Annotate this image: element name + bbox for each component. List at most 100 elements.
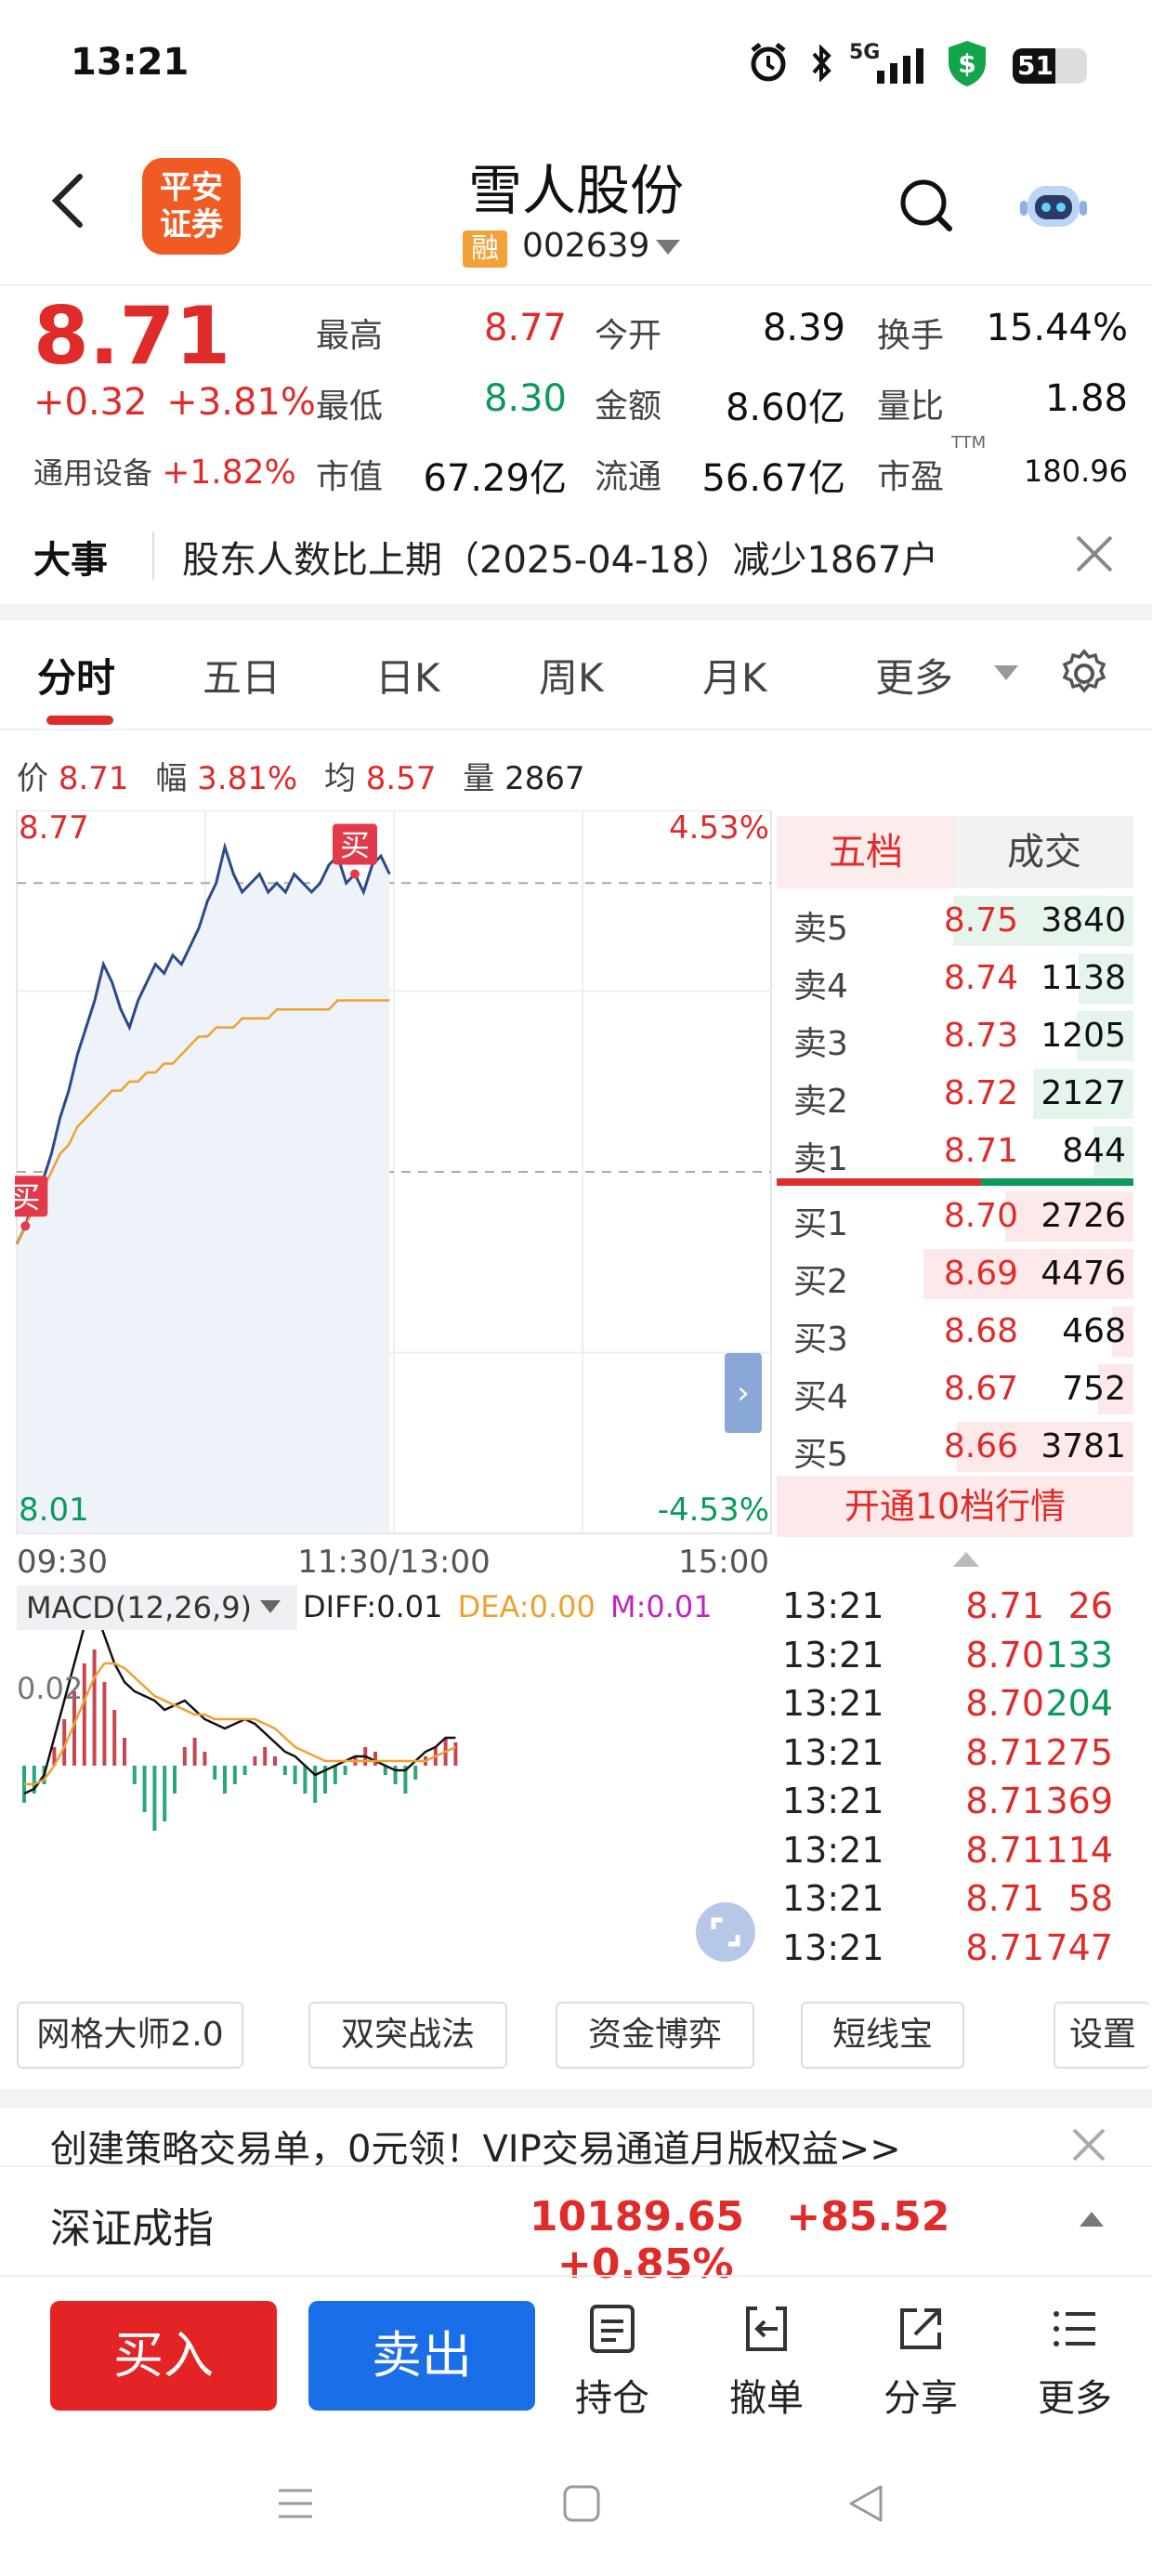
trade-price: 8.71 bbox=[965, 1781, 1044, 1821]
back-icon[interactable] bbox=[48, 173, 85, 229]
buy-signal-marker[interactable] bbox=[333, 823, 377, 865]
code-dropdown-icon[interactable] bbox=[656, 240, 680, 255]
change-value: +0.32 bbox=[33, 381, 148, 424]
promo-banner[interactable]: 创建策略交易单，0元领！VIP交易通道月版权益>> bbox=[50, 2128, 901, 2171]
quote-label: 金额 bbox=[595, 388, 662, 426]
orderbook-level-label: 卖5 bbox=[793, 910, 848, 948]
promo-close-icon[interactable] bbox=[1067, 2123, 1111, 2167]
nav-menu-icon[interactable] bbox=[275, 2483, 316, 2524]
orderbook-row[interactable]: 买1 8.70 2726 bbox=[777, 1188, 1133, 1245]
tab-trades[interactable]: 成交 bbox=[955, 816, 1133, 888]
broker-logo: 平安 证券 bbox=[142, 158, 241, 255]
macd-m: M:0.01 bbox=[610, 1589, 713, 1624]
event-text[interactable]: 股东人数比上期（2025-04-18）减少1867户 bbox=[182, 539, 939, 582]
tab-daily-k[interactable]: 日K bbox=[375, 655, 440, 701]
trade-time: 13:21 bbox=[782, 1585, 884, 1626]
assistant-robot-icon[interactable] bbox=[1020, 177, 1087, 236]
tool-short-line[interactable]: 短线宝 bbox=[801, 2002, 964, 2069]
more-button[interactable]: 更多 bbox=[1024, 2301, 1126, 2422]
cancel-order-button[interactable]: 撤单 bbox=[715, 2301, 818, 2422]
status-bar: 13:21 5G $ 51 bbox=[0, 0, 1152, 130]
macd-bar bbox=[163, 1766, 167, 1821]
macd-bar bbox=[223, 1766, 227, 1794]
trade-price: 8.70 bbox=[965, 1634, 1044, 1676]
orderbook-row[interactable]: 卖4 8.74 1138 bbox=[777, 950, 1133, 1007]
trade-row: 13:21 8.71 114 bbox=[777, 1830, 1133, 1878]
svg-text:$: $ bbox=[958, 48, 975, 79]
macd-values: DIFF:0.01 DEA:0.00 M:0.01 bbox=[303, 1589, 713, 1624]
tab-monthly-k[interactable]: 月K bbox=[702, 655, 767, 701]
orderbook-row[interactable]: 卖3 8.73 1205 bbox=[777, 1007, 1133, 1065]
expand-up-icon[interactable] bbox=[953, 1552, 979, 1567]
trade-row: 13:21 8.71 747 bbox=[777, 1927, 1133, 1976]
index-bar[interactable] bbox=[0, 2165, 1152, 2277]
buy-signal-label: 买 bbox=[15, 1179, 40, 1215]
macd-bar bbox=[393, 1766, 398, 1784]
status-time: 13:21 bbox=[71, 41, 190, 84]
orderbook-row[interactable]: 卖5 8.75 3840 bbox=[777, 892, 1133, 950]
tab-five-levels[interactable]: 五档 bbox=[777, 816, 955, 888]
open-10-level-button[interactable]: 开通10档行情 bbox=[777, 1476, 1133, 1537]
nav-home-icon[interactable] bbox=[561, 2483, 602, 2524]
orderbook-level-label: 买2 bbox=[793, 1263, 848, 1301]
buy-button[interactable]: 买入 bbox=[50, 2301, 277, 2411]
holdings-button[interactable]: 持仓 bbox=[561, 2301, 663, 2422]
stock-code[interactable]: 002639 bbox=[522, 227, 650, 265]
y-axis-max: 8.77 bbox=[19, 810, 89, 847]
sector-info[interactable]: 通用设备 +1.82% bbox=[33, 450, 296, 493]
orderbook-row[interactable]: 买2 8.69 4476 bbox=[777, 1245, 1133, 1303]
fullscreen-icon[interactable] bbox=[695, 1901, 756, 1963]
tab-more-dropdown-icon[interactable] bbox=[994, 665, 1018, 680]
tab-intraday[interactable]: 分时 bbox=[37, 655, 116, 701]
tab-more[interactable]: 更多 bbox=[875, 655, 954, 701]
chevron-right-icon[interactable]: › bbox=[725, 1353, 762, 1433]
cancel-order-label: 撤单 bbox=[729, 2377, 804, 2420]
indicator-selector[interactable]: MACD(12,26,9) bbox=[17, 1585, 297, 1630]
orderbook-price: 8.71 bbox=[943, 1132, 1018, 1170]
pe-ttm-label: TTM bbox=[951, 433, 987, 453]
nav-back-icon[interactable] bbox=[845, 2481, 886, 2526]
macd-dea: DEA:0.00 bbox=[457, 1589, 596, 1624]
orderbook-row[interactable]: 卖2 8.72 2127 bbox=[777, 1065, 1133, 1123]
orderbook-volume: 1205 bbox=[1041, 1017, 1126, 1055]
indicator-dropdown-icon[interactable] bbox=[260, 1600, 281, 1613]
settings-gear-icon[interactable] bbox=[1059, 649, 1109, 699]
macd-bar bbox=[32, 1766, 36, 1794]
orderbook-row[interactable]: 卖1 8.71 844 bbox=[777, 1123, 1133, 1180]
orderbook-level-label: 卖4 bbox=[793, 967, 848, 1005]
close-icon[interactable] bbox=[1070, 530, 1119, 578]
tool-capital-game[interactable]: 资金博弈 bbox=[556, 2002, 754, 2069]
orderbook-row[interactable]: 买4 8.67 752 bbox=[777, 1360, 1133, 1418]
quote-label: 换手 bbox=[877, 317, 945, 355]
quote-value: 180.96 bbox=[1024, 453, 1128, 489]
tool-double-breakout[interactable]: 双突战法 bbox=[308, 2002, 507, 2069]
x-tick: 15:00 bbox=[678, 1544, 769, 1581]
orderbook-volume: 2127 bbox=[1041, 1074, 1126, 1112]
shield-icon: $ bbox=[949, 41, 986, 86]
index-expand-icon[interactable] bbox=[1080, 2212, 1104, 2227]
sell-button[interactable]: 卖出 bbox=[308, 2301, 535, 2411]
search-icon[interactable] bbox=[897, 177, 953, 232]
index-change: +85.52 bbox=[786, 2193, 950, 2241]
trade-row: 13:21 8.71 369 bbox=[777, 1781, 1133, 1829]
info-avg-label: 均 bbox=[323, 760, 356, 797]
header-divider bbox=[0, 284, 1152, 286]
orderbook-level-label: 买5 bbox=[793, 1436, 848, 1474]
tab-weekly-k[interactable]: 周K bbox=[539, 655, 604, 701]
tab-five-day[interactable]: 五日 bbox=[203, 655, 281, 701]
volume-bar bbox=[1112, 1307, 1133, 1357]
trade-time: 13:21 bbox=[782, 1926, 884, 1968]
buy-signal-marker[interactable] bbox=[15, 1176, 48, 1217]
orderbook-row[interactable]: 买5 8.66 3781 bbox=[777, 1418, 1133, 1476]
orderbook-price: 8.67 bbox=[943, 1370, 1018, 1408]
trade-row: 13:21 8.71 275 bbox=[777, 1732, 1133, 1781]
tool-settings[interactable]: 设置 bbox=[1054, 2002, 1150, 2069]
quote-value: 8.60亿 bbox=[725, 387, 845, 429]
tool-grid-master[interactable]: 网格大师2.0 bbox=[17, 2002, 243, 2069]
margin-badge: 融 bbox=[463, 230, 507, 268]
share-button[interactable]: 分享 bbox=[870, 2301, 972, 2422]
event-bar[interactable] bbox=[0, 507, 1152, 604]
intraday-chart[interactable]: 买买8.77 4.53%8.01 -4.53%09:30 11:30/13:00 15:… bbox=[15, 810, 773, 1981]
orderbook-volume: 3781 bbox=[1041, 1427, 1126, 1465]
orderbook-row[interactable]: 买3 8.68 468 bbox=[777, 1303, 1133, 1360]
